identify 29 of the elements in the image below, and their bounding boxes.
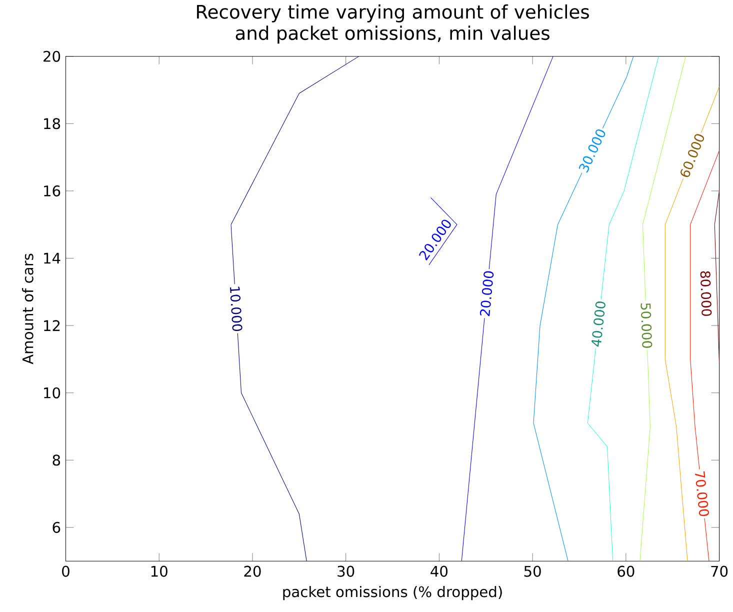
x-tick-label: 70	[711, 566, 728, 577]
text: 20.000	[480, 271, 494, 316]
x-tick-label: 0	[62, 566, 70, 577]
text: 40.000	[592, 302, 606, 347]
line-series	[664, 86, 720, 562]
x-tick-label: 60	[618, 566, 634, 577]
line-series	[230, 56, 360, 562]
x-tick-label: 50	[524, 566, 541, 577]
line-series	[461, 56, 554, 562]
y-tick-label: 20	[44, 50, 60, 62]
y-tick-label: 14	[44, 252, 60, 264]
x-axis-title: packet omissions (% dropped)	[283, 586, 502, 600]
text: 70.000	[695, 471, 709, 516]
y-tick-label: 6	[52, 522, 60, 534]
y-tick-label: 16	[44, 185, 60, 197]
text: 50.000	[640, 303, 652, 348]
x-tick-label: 40	[430, 566, 448, 577]
x-tick-label: 10	[151, 566, 168, 577]
x-tick-label: 30	[338, 566, 354, 577]
y-tick-label: 8	[52, 454, 60, 466]
y-tick-label: 10	[44, 387, 60, 398]
y-tick-label: 12	[44, 320, 60, 331]
y-tick-label: 18	[44, 118, 60, 130]
x-tick-label: 20	[244, 566, 261, 577]
line-series	[533, 56, 634, 562]
text: 10.000	[230, 286, 242, 332]
text: 80.000	[700, 271, 712, 316]
chart-title: Recovery time varying amount of vehicles and packet omissions, min values	[197, 4, 589, 44]
y-axis-title: Amount of cars	[22, 254, 34, 364]
